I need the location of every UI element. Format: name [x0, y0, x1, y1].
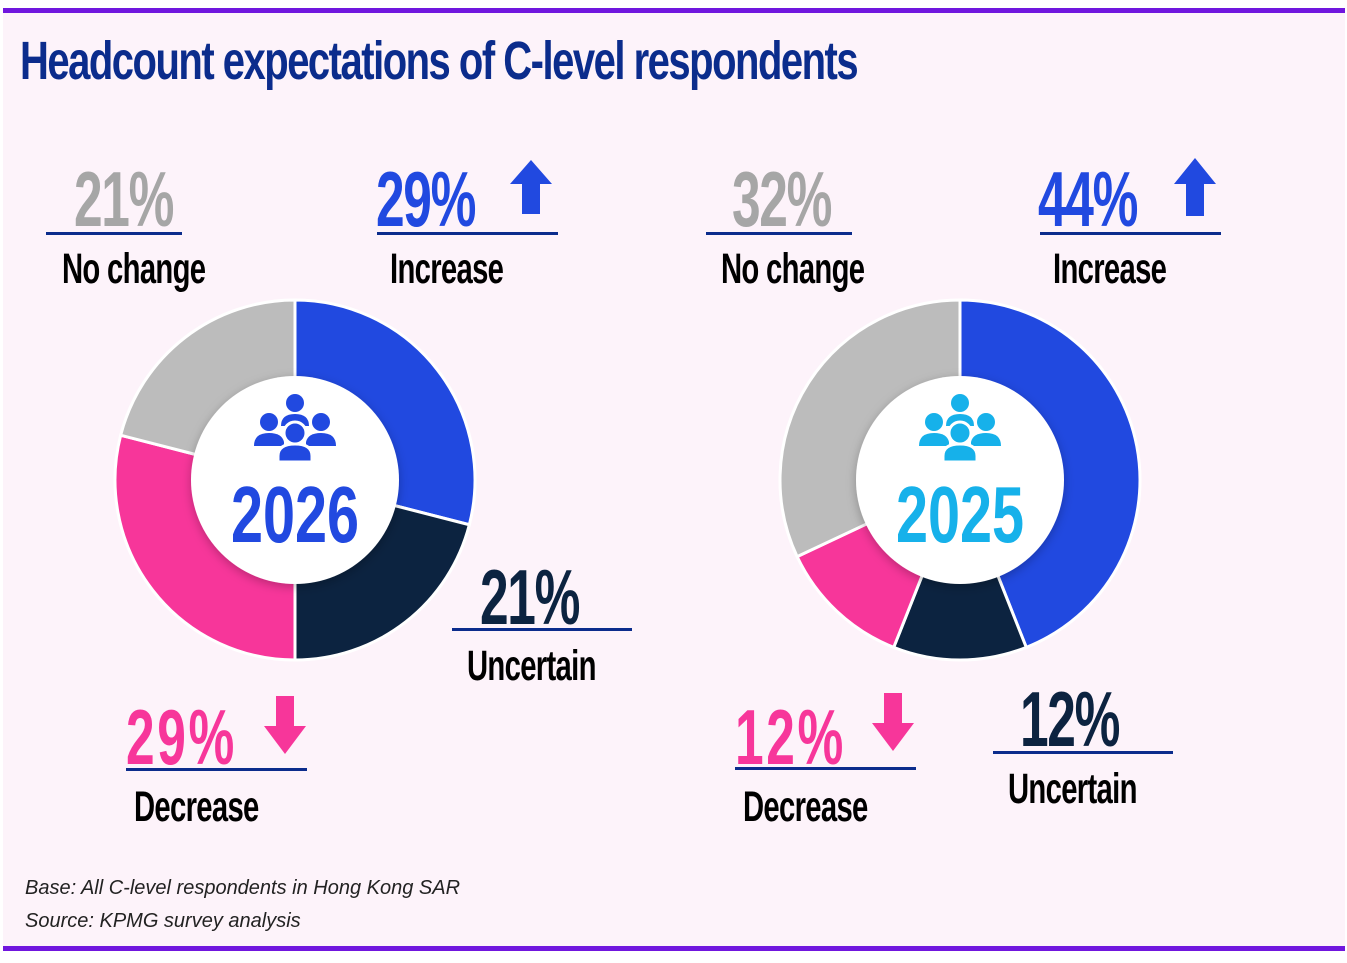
increase-value-2026: 29% — [376, 155, 476, 243]
arrow-down-icon — [872, 693, 914, 751]
uncertain-underline-2025 — [993, 751, 1173, 754]
arrow-up-icon — [510, 160, 552, 214]
bottom-accent-bar — [3, 946, 1345, 951]
uncertain-value-2026: 21% — [480, 553, 580, 641]
increase-label-2025: Increase — [1053, 245, 1167, 293]
decrease-value-2025: 12% — [735, 693, 846, 781]
no-change-label-2025: No change — [721, 245, 865, 293]
arrow-up-icon — [1174, 158, 1216, 216]
uncertain-label-2026: Uncertain — [467, 642, 596, 690]
decrease-underline-2025 — [735, 767, 916, 770]
uncertain-underline-2026 — [452, 628, 632, 631]
year-label: 2026 — [231, 470, 359, 560]
increase-underline-2025 — [1040, 232, 1221, 235]
donut-center — [856, 376, 1064, 584]
footnote-base: Base: All C-level respondents in Hong Ko… — [25, 877, 461, 899]
donut-chart-2025: 2025 — [778, 298, 1142, 662]
year-label: 2025 — [896, 470, 1024, 560]
no-change-underline-2025 — [706, 232, 852, 235]
no-change-value-2026: 21% — [74, 155, 174, 243]
arrow-down-icon — [264, 696, 306, 754]
uncertain-label-2025: Uncertain — [1008, 765, 1137, 813]
increase-underline-2026 — [377, 232, 558, 235]
top-accent-bar — [3, 8, 1345, 13]
no-change-underline-2026 — [46, 232, 182, 235]
people-group-icon — [919, 394, 1001, 464]
uncertain-value-2025: 12% — [1020, 675, 1120, 763]
page-title: Headcount expectations of C-level respon… — [20, 31, 859, 91]
decrease-underline-2026 — [126, 768, 307, 771]
decrease-label-2025: Decrease — [743, 783, 868, 831]
donut-center — [191, 376, 399, 584]
increase-label-2026: Increase — [390, 245, 504, 293]
donut-chart-2026: 2026 — [113, 298, 477, 662]
people-group-icon — [254, 394, 336, 464]
decrease-value-2026: 29% — [126, 693, 237, 781]
no-change-label-2026: No change — [62, 245, 206, 293]
increase-value-2025: 44% — [1038, 155, 1138, 243]
footnote-source: Source: KPMG survey analysis — [25, 910, 301, 932]
decrease-label-2026: Decrease — [134, 783, 259, 831]
no-change-value-2025: 32% — [732, 155, 832, 243]
